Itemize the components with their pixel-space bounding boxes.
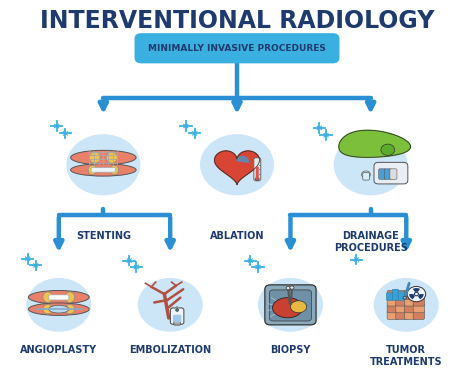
Circle shape [26,278,91,332]
FancyBboxPatch shape [404,297,416,306]
Ellipse shape [71,150,136,165]
FancyBboxPatch shape [404,304,416,313]
Text: STENTING: STENTING [76,231,131,241]
FancyBboxPatch shape [390,169,397,179]
Circle shape [407,286,426,302]
Text: EMBOLIZATION: EMBOLIZATION [129,345,211,355]
Ellipse shape [110,165,118,175]
Circle shape [414,292,419,296]
Ellipse shape [89,152,100,163]
FancyBboxPatch shape [404,311,416,320]
Text: TUMOR
TREATMENTS: TUMOR TREATMENTS [370,345,443,367]
FancyBboxPatch shape [396,304,407,313]
Circle shape [334,134,408,195]
Text: ANGIOPLASTY: ANGIOPLASTY [20,345,97,355]
Text: ABLATION: ABLATION [210,231,264,241]
FancyBboxPatch shape [398,292,404,300]
Circle shape [362,171,370,178]
Ellipse shape [49,305,69,313]
Text: BIOPSY: BIOPSY [270,345,310,355]
FancyBboxPatch shape [387,297,399,306]
Circle shape [137,278,203,332]
FancyBboxPatch shape [396,311,407,320]
FancyBboxPatch shape [387,304,399,313]
Circle shape [176,309,179,311]
Circle shape [290,286,294,289]
FancyBboxPatch shape [270,290,311,321]
Ellipse shape [106,152,118,163]
FancyBboxPatch shape [396,291,407,300]
Circle shape [403,296,407,299]
FancyBboxPatch shape [91,167,116,172]
Ellipse shape [65,292,75,303]
FancyBboxPatch shape [256,167,259,178]
FancyBboxPatch shape [404,291,416,300]
FancyBboxPatch shape [265,285,316,325]
Circle shape [255,178,259,181]
Ellipse shape [71,164,136,176]
Polygon shape [339,130,410,157]
Text: DRAINAGE
PROCEDURES: DRAINAGE PROCEDURES [334,231,408,253]
Polygon shape [215,151,259,185]
Wedge shape [409,294,415,299]
Ellipse shape [291,301,307,313]
FancyBboxPatch shape [392,289,399,300]
Circle shape [381,144,395,156]
Text: MINIMALLY INVASIVE PROCEDURES: MINIMALLY INVASIVE PROCEDURES [148,44,326,53]
FancyBboxPatch shape [173,315,182,322]
Circle shape [374,278,439,332]
Ellipse shape [43,304,53,314]
FancyBboxPatch shape [363,173,369,180]
Text: INTERVENTIONAL RADIOLOGY: INTERVENTIONAL RADIOLOGY [40,9,434,33]
FancyBboxPatch shape [413,311,425,320]
Ellipse shape [28,303,89,316]
FancyBboxPatch shape [135,33,339,63]
Circle shape [66,134,140,195]
FancyBboxPatch shape [413,297,425,306]
FancyBboxPatch shape [379,169,386,179]
FancyBboxPatch shape [174,320,181,325]
Ellipse shape [65,304,75,314]
Ellipse shape [88,165,97,175]
FancyBboxPatch shape [387,293,392,300]
FancyBboxPatch shape [374,162,408,184]
FancyBboxPatch shape [49,295,69,300]
FancyBboxPatch shape [413,304,425,313]
FancyBboxPatch shape [387,311,399,320]
Circle shape [286,286,290,290]
Wedge shape [418,294,424,299]
FancyBboxPatch shape [387,291,399,300]
Polygon shape [237,157,248,162]
FancyBboxPatch shape [396,297,407,306]
FancyBboxPatch shape [254,158,261,181]
Ellipse shape [28,291,89,304]
FancyBboxPatch shape [413,291,425,300]
Ellipse shape [43,292,53,303]
Ellipse shape [273,298,302,318]
FancyBboxPatch shape [384,169,392,179]
Circle shape [258,278,323,332]
FancyBboxPatch shape [171,308,184,324]
Wedge shape [413,288,420,292]
Circle shape [200,134,274,195]
